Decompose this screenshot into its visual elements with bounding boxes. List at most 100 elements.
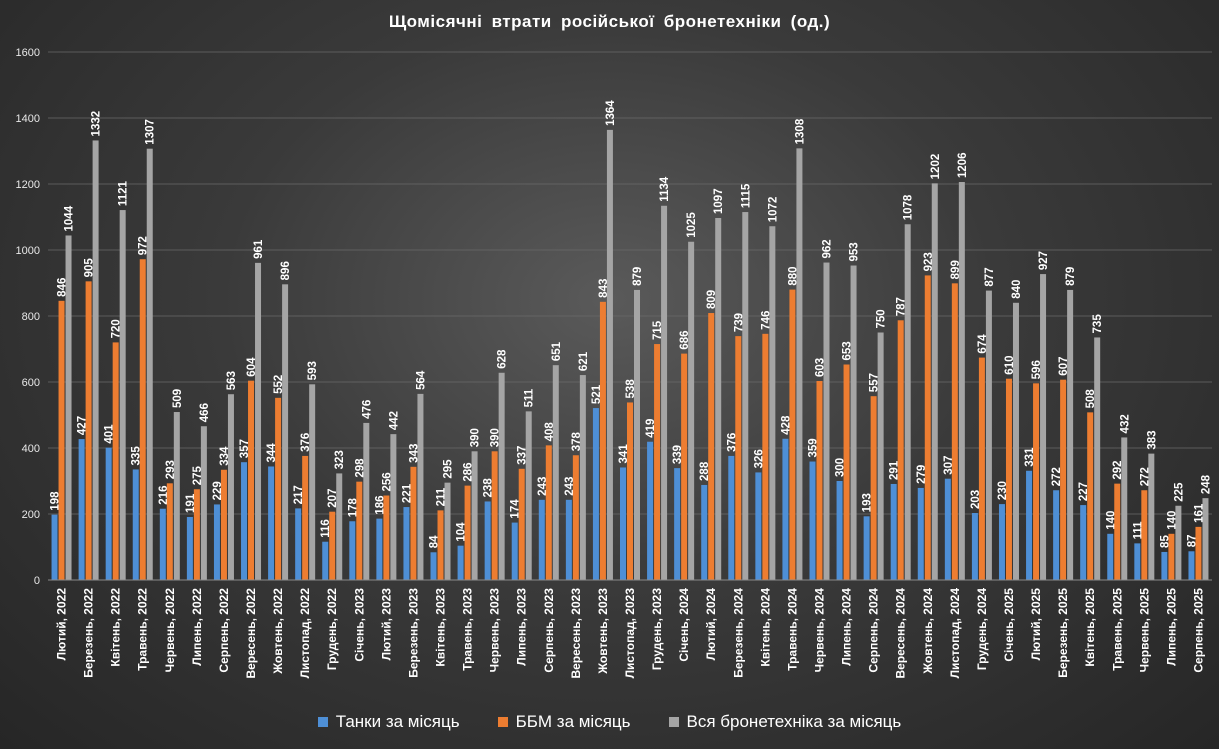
bar-ifv <box>410 466 417 580</box>
x-tick-label: Липень, 2023 <box>515 588 529 666</box>
bar-ifv <box>248 380 255 580</box>
bar-ifv <box>193 489 200 580</box>
bar-ifv <box>329 511 336 580</box>
y-tick-label: 1200 <box>16 179 40 191</box>
bar-ifv <box>599 301 606 580</box>
x-tick-label: Жовтень, 2022 <box>271 588 285 675</box>
data-label: 628 <box>497 349 509 369</box>
data-label: 651 <box>551 341 563 361</box>
bar-ifv <box>275 397 282 580</box>
bar-ifv <box>870 396 877 580</box>
bar-all-armor <box>796 148 803 581</box>
bar-all-armor <box>958 182 965 580</box>
bar-ifv <box>572 455 579 580</box>
bar-ifv <box>1060 379 1067 580</box>
x-tick-label: Грудень, 2024 <box>975 588 989 670</box>
data-label: 390 <box>470 428 482 447</box>
data-label: 840 <box>1011 280 1023 299</box>
bar-tanks <box>755 472 762 580</box>
bar-ifv <box>1033 383 1040 580</box>
bar-tanks <box>782 438 789 580</box>
data-label: 442 <box>388 411 400 430</box>
bar-ifv <box>166 483 173 580</box>
data-label: 466 <box>199 403 211 422</box>
bar-tanks <box>944 478 951 580</box>
x-tick-label: Січень, 2024 <box>677 588 691 662</box>
bar-tanks <box>809 461 816 580</box>
data-label: 564 <box>415 370 427 390</box>
x-tick-label: Серпень, 2025 <box>1191 588 1205 673</box>
x-tick-label: Серпень, 2023 <box>542 588 556 673</box>
bar-tanks <box>51 514 58 580</box>
bar-ifv <box>139 259 146 580</box>
x-tick-label: Лютий, 2024 <box>704 588 718 661</box>
x-tick-label: Липень, 2022 <box>190 588 204 666</box>
bar-all-armor <box>850 265 857 580</box>
bar-all-armor <box>1094 337 1101 580</box>
bar-tanks <box>322 541 329 580</box>
bar-all-armor <box>1012 302 1019 580</box>
legend-label-ifv: ББМ за місяць <box>515 712 631 731</box>
bar-tanks <box>213 504 220 580</box>
bar-ifv <box>951 283 958 580</box>
bar-ifv <box>843 364 850 580</box>
x-tick-label: Березень, 2022 <box>82 588 96 678</box>
bar-ifv <box>762 333 769 580</box>
bar-all-armor <box>146 148 153 580</box>
data-label: 476 <box>361 400 373 419</box>
bar-ifv <box>58 300 65 580</box>
data-label: 1044 <box>64 205 76 231</box>
y-tick-label: 1400 <box>16 113 40 125</box>
bar-ifv <box>356 481 363 580</box>
bar-tanks <box>1107 533 1114 580</box>
bar-tanks <box>592 408 599 580</box>
bar-tanks <box>78 439 85 580</box>
data-label: 295 <box>443 459 455 479</box>
bar-tanks <box>674 468 681 580</box>
bar-all-armor <box>525 411 532 580</box>
y-tick-label: 400 <box>22 443 40 455</box>
y-tick-label: 800 <box>22 311 40 323</box>
bar-all-armor <box>92 140 99 580</box>
bar-tanks <box>998 504 1005 580</box>
bar-tanks <box>701 484 708 580</box>
legend-label-tanks: Танки за місяць <box>335 712 460 731</box>
bar-all-armor <box>769 226 776 581</box>
bar-ifv <box>897 320 904 580</box>
data-label: 953 <box>849 242 861 261</box>
bar-tanks <box>890 483 897 580</box>
bar-all-armor <box>255 262 262 580</box>
legend-item-all-armor: Вся бронетехніка за місяць <box>668 712 901 732</box>
x-tick-label: Лютий, 2022 <box>55 588 69 661</box>
bar-ifv <box>681 353 688 580</box>
data-label: 383 <box>1146 430 1158 449</box>
legend-swatch-tanks <box>317 717 328 727</box>
data-label: 1025 <box>686 212 698 238</box>
x-tick-label: Січень, 2025 <box>1002 588 1016 662</box>
legend-item-ifv: ББМ за місяць <box>497 712 631 732</box>
x-tick-label: Квітень, 2025 <box>1083 588 1097 667</box>
legend-swatch-ifv <box>497 717 508 727</box>
data-label: 593 <box>307 361 319 380</box>
bar-all-armor <box>309 384 316 580</box>
bar-all-armor <box>1202 498 1209 580</box>
bar-ifv <box>978 357 985 580</box>
x-tick-label: Серпень, 2022 <box>217 588 231 673</box>
x-tick-label: Червень, 2025 <box>1137 588 1151 673</box>
bar-ifv <box>302 455 309 580</box>
x-tick-label: Лютий, 2025 <box>1029 588 1043 661</box>
data-label: 972 <box>138 236 150 255</box>
bar-all-armor <box>552 365 559 580</box>
x-tick-label: Серпень, 2024 <box>867 588 881 673</box>
bar-ifv <box>220 469 227 580</box>
data-label: 1121 <box>118 181 130 207</box>
data-label: 1332 <box>91 111 103 137</box>
bar-all-armor <box>985 290 992 580</box>
data-label: 735 <box>1092 314 1104 334</box>
bar-ifv <box>627 402 633 580</box>
bar-all-armor <box>363 422 370 580</box>
bar-tanks <box>620 467 626 580</box>
data-label: 1072 <box>767 197 779 223</box>
data-label: 1078 <box>903 194 915 220</box>
bar-all-armor <box>173 412 180 580</box>
